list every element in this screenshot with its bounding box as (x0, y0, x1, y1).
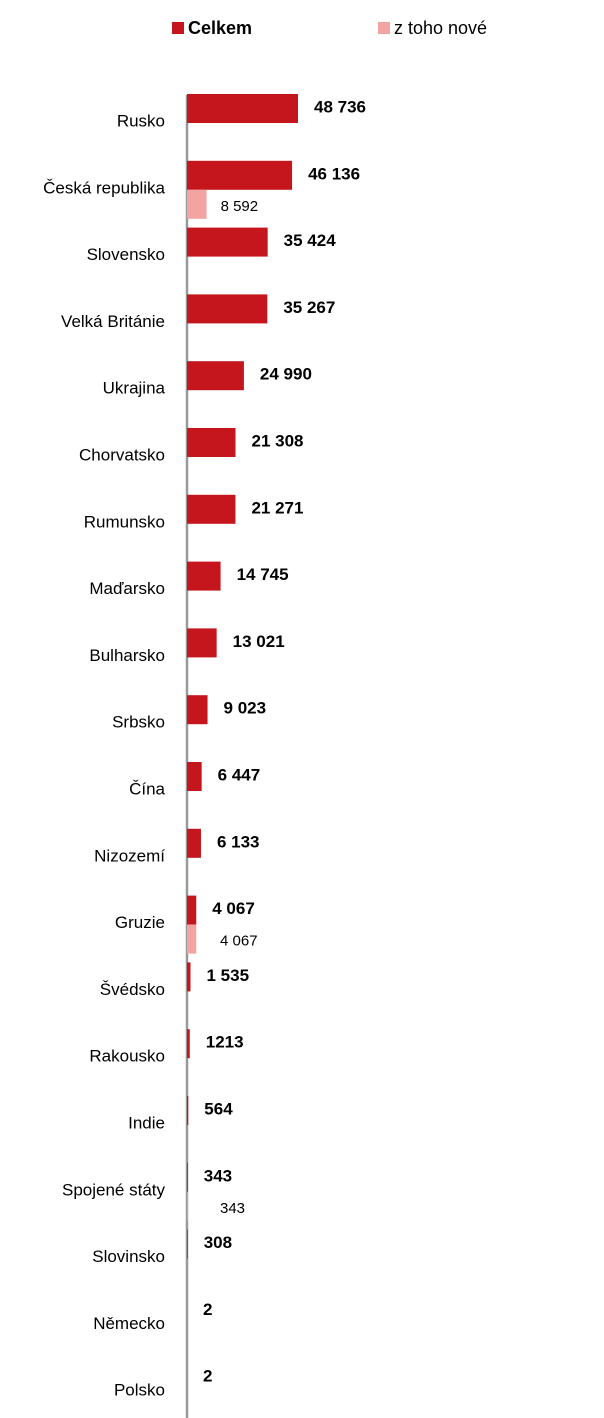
category-label: Švédsko (100, 980, 165, 999)
bar (187, 294, 268, 324)
value-label: 46 136 (308, 164, 360, 183)
category-label: Rusko (117, 111, 165, 130)
value-label: 4 067 (220, 933, 258, 950)
category-label: Polsko (114, 1381, 165, 1400)
bar (187, 227, 268, 257)
bar (187, 428, 236, 457)
category-label: Spojené státy (62, 1180, 166, 1199)
category-label: Maďarsko (89, 579, 165, 598)
legend-swatch (378, 22, 390, 34)
category-label: Slovensko (87, 245, 165, 264)
bar (187, 962, 191, 992)
value-label: 8 592 (221, 198, 259, 215)
value-label: 564 (204, 1099, 233, 1118)
value-label: 343 (204, 1166, 232, 1185)
bar (187, 762, 202, 791)
bar (187, 160, 293, 190)
category-label: Čína (129, 779, 165, 798)
category-label: Velká Británie (61, 312, 165, 331)
value-label: 21 271 (251, 498, 303, 517)
bar (187, 94, 298, 123)
bar (187, 628, 217, 658)
value-label: 14 745 (237, 565, 289, 584)
bar (187, 828, 201, 858)
bar (187, 1191, 188, 1221)
category-label: Srbsko (112, 713, 165, 732)
bar (187, 924, 197, 954)
value-label: 2 (203, 1367, 212, 1386)
value-label: 4 067 (212, 899, 255, 918)
legend-label: Celkem (188, 18, 252, 38)
value-label: 9 023 (224, 699, 267, 718)
value-label: 35 267 (283, 298, 335, 317)
value-label: 13 021 (233, 632, 285, 651)
value-label: 48 736 (314, 97, 366, 116)
value-label: 2 (203, 1300, 212, 1319)
category-label: Slovinsko (92, 1247, 165, 1266)
value-label: 308 (204, 1233, 232, 1252)
bar (187, 895, 197, 925)
value-label: 1 535 (206, 966, 249, 985)
category-label: Bulharsko (89, 646, 165, 665)
value-label: 6 447 (218, 765, 261, 784)
bar (187, 361, 244, 391)
value-label: 1213 (206, 1033, 244, 1052)
value-label: 35 424 (284, 231, 337, 250)
value-label: 24 990 (260, 365, 312, 384)
category-label: Chorvatsko (79, 445, 165, 464)
value-label: 343 (220, 1200, 245, 1217)
legend-label: z toho nové (394, 18, 487, 38)
category-label: Nizozemí (94, 846, 165, 865)
category-label: Gruzie (115, 913, 165, 932)
category-label: Německo (93, 1314, 165, 1333)
legend-swatch (172, 22, 184, 34)
bar (187, 189, 207, 219)
category-label: Rakousko (89, 1047, 165, 1066)
bar (187, 695, 208, 725)
bar (187, 1029, 190, 1059)
value-label: 6 133 (217, 832, 260, 851)
bar (187, 1162, 188, 1192)
category-label: Rumunsko (84, 512, 165, 531)
category-label: Indie (128, 1113, 165, 1132)
category-label: Ukrajina (103, 379, 166, 398)
bar (187, 494, 236, 524)
category-label: Česká republika (43, 178, 165, 197)
bar (187, 561, 221, 591)
value-label: 21 308 (252, 431, 304, 450)
bar (187, 1229, 188, 1259)
bar (187, 1096, 189, 1125)
